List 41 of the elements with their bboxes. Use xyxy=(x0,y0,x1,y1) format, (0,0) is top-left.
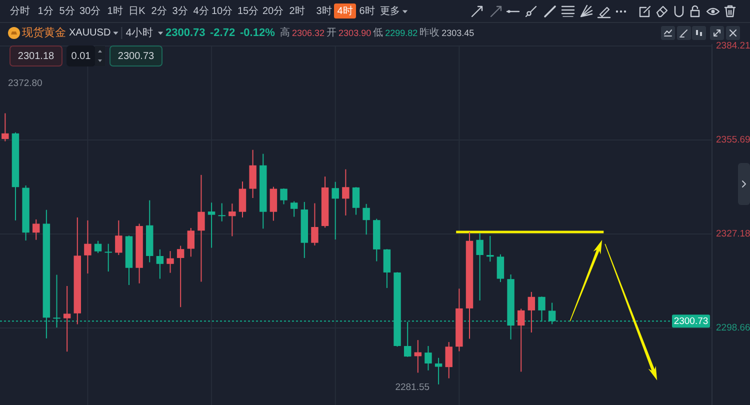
text: 4小时 xyxy=(126,26,154,39)
text: 10分 xyxy=(211,5,233,17)
annotation: 2301.18 xyxy=(18,51,55,62)
text: 2300.73 xyxy=(166,27,206,39)
text: -2.72 xyxy=(210,27,236,39)
annotation: 2281.55 xyxy=(395,382,430,393)
text: 4分 xyxy=(193,5,209,17)
annotation: 2300.73 xyxy=(118,51,155,62)
y-tick-label: 2355.69 xyxy=(716,134,750,146)
text: 分时 xyxy=(10,5,30,17)
chart-title: 现货黄金 xyxy=(22,26,66,39)
text: 15分 xyxy=(237,5,259,17)
text: 2306.32 xyxy=(292,28,325,38)
text: 20分 xyxy=(262,5,284,17)
annotation: 0.01 xyxy=(71,51,92,62)
text: 日K xyxy=(128,6,146,17)
text: 30分 xyxy=(79,5,101,17)
text: 5分 xyxy=(59,5,75,17)
text: 2303.90 xyxy=(338,28,372,38)
text: -0.12% xyxy=(240,27,276,39)
y-tick-label: 2384.21 xyxy=(716,40,750,52)
text: 低 xyxy=(373,28,384,38)
text: 开 xyxy=(326,28,337,38)
y-tick-label: 2327.18 xyxy=(716,228,750,240)
text: 2299.82 xyxy=(385,28,418,38)
chart-subtitle: XAUUSD xyxy=(69,28,111,38)
text: 4时 xyxy=(337,5,353,17)
annotation: 2372.80 xyxy=(8,78,42,89)
text: 6时 xyxy=(359,5,375,17)
text: 高 xyxy=(280,26,290,38)
text: 3分 xyxy=(172,5,188,17)
text: 昨收 xyxy=(420,26,440,38)
text: 1分 xyxy=(38,5,54,17)
text: 2分 xyxy=(151,5,167,17)
y-tick-label: 2298.66 xyxy=(716,322,750,334)
text: 更多 xyxy=(380,5,400,17)
ref-line-label: 2300.73 xyxy=(674,316,708,328)
text: 1时 xyxy=(107,5,123,17)
text: 2时 xyxy=(289,5,305,17)
text: 3时 xyxy=(316,5,332,17)
text: 2303.45 xyxy=(442,28,474,38)
